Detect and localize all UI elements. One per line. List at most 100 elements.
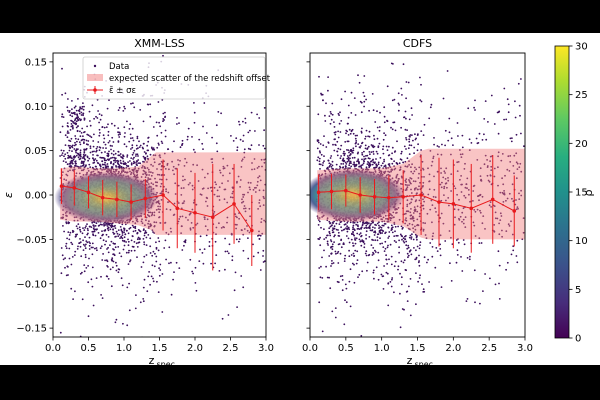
data-point bbox=[69, 144, 71, 147]
data-point bbox=[361, 153, 364, 156]
x-tick-label: 0.5 bbox=[81, 343, 97, 354]
data-point bbox=[124, 107, 126, 110]
data-point bbox=[390, 263, 393, 266]
data-point bbox=[403, 116, 405, 119]
data-point bbox=[375, 158, 377, 160]
data-point bbox=[333, 126, 336, 128]
data-point bbox=[243, 151, 246, 154]
data-point bbox=[183, 165, 186, 167]
data-point bbox=[242, 134, 245, 137]
data-point bbox=[236, 149, 239, 152]
data-point bbox=[239, 138, 242, 141]
data-point bbox=[260, 221, 263, 224]
legend-data-marker bbox=[93, 64, 97, 68]
data-point bbox=[409, 134, 412, 136]
data-point bbox=[203, 102, 206, 104]
data-point bbox=[448, 131, 451, 134]
data-point bbox=[115, 166, 118, 168]
data-point bbox=[103, 141, 105, 144]
data-point bbox=[432, 195, 435, 198]
mean-point bbox=[175, 206, 180, 211]
data-point bbox=[164, 129, 167, 132]
data-point bbox=[202, 148, 204, 150]
data-point bbox=[138, 140, 140, 143]
data-point bbox=[395, 212, 397, 214]
y-axis-label: ε bbox=[2, 192, 15, 198]
data-point bbox=[318, 238, 320, 241]
data-point bbox=[326, 276, 329, 279]
data-point bbox=[87, 265, 89, 267]
data-point bbox=[61, 115, 63, 118]
legend-entry-band: expected scatter of the redshift offset bbox=[109, 74, 271, 84]
data-point bbox=[222, 174, 224, 177]
mean-point bbox=[250, 228, 254, 233]
data-point bbox=[262, 249, 265, 252]
data-point bbox=[136, 174, 139, 176]
data-point bbox=[405, 217, 407, 220]
data-point bbox=[371, 93, 374, 95]
data-point bbox=[396, 234, 399, 237]
data-point bbox=[259, 205, 262, 208]
data-point bbox=[381, 220, 384, 223]
data-point bbox=[346, 140, 349, 143]
data-point bbox=[95, 165, 97, 168]
data-point bbox=[186, 135, 189, 138]
data-point bbox=[106, 260, 109, 263]
data-point bbox=[94, 225, 97, 227]
data-point bbox=[338, 168, 341, 171]
data-point bbox=[422, 185, 424, 187]
data-point bbox=[405, 181, 407, 184]
data-point bbox=[68, 247, 71, 250]
data-point bbox=[92, 224, 95, 227]
data-point bbox=[341, 279, 344, 281]
data-point bbox=[253, 187, 256, 189]
data-point bbox=[333, 149, 336, 152]
data-point bbox=[239, 186, 242, 188]
data-point bbox=[343, 160, 345, 163]
data-point bbox=[407, 227, 410, 230]
data-point bbox=[128, 167, 131, 170]
data-point bbox=[334, 316, 337, 319]
data-point bbox=[185, 161, 188, 164]
data-point bbox=[358, 228, 361, 231]
data-point bbox=[75, 225, 78, 228]
data-point bbox=[100, 275, 102, 278]
data-point bbox=[415, 236, 418, 239]
data-point bbox=[412, 195, 415, 198]
data-point bbox=[432, 157, 435, 160]
data-point bbox=[344, 223, 347, 226]
data-point bbox=[351, 157, 354, 159]
data-point bbox=[157, 208, 160, 211]
data-point bbox=[394, 230, 396, 233]
data-point bbox=[462, 218, 465, 221]
data-point bbox=[62, 225, 64, 227]
data-point bbox=[74, 105, 77, 108]
data-point bbox=[357, 143, 360, 145]
data-point bbox=[68, 149, 71, 152]
data-point bbox=[368, 236, 371, 238]
data-point bbox=[336, 154, 339, 157]
data-point bbox=[206, 205, 209, 207]
data-point bbox=[349, 305, 352, 308]
data-point bbox=[159, 156, 162, 159]
data-point bbox=[179, 215, 182, 218]
data-point bbox=[75, 148, 78, 151]
data-point bbox=[155, 121, 158, 124]
data-point bbox=[338, 223, 341, 226]
data-point bbox=[340, 98, 343, 101]
data-point bbox=[411, 223, 414, 226]
data-point bbox=[352, 231, 354, 234]
data-point bbox=[498, 110, 501, 113]
data-point bbox=[237, 175, 240, 178]
data-point bbox=[115, 230, 118, 233]
data-point bbox=[253, 168, 256, 171]
data-point bbox=[339, 275, 342, 278]
data-point bbox=[493, 230, 496, 233]
data-point bbox=[439, 248, 442, 250]
data-point bbox=[80, 114, 83, 116]
data-point bbox=[252, 255, 255, 258]
data-point bbox=[86, 227, 89, 230]
data-point bbox=[79, 229, 81, 231]
data-point bbox=[214, 181, 217, 184]
data-point bbox=[158, 173, 161, 176]
